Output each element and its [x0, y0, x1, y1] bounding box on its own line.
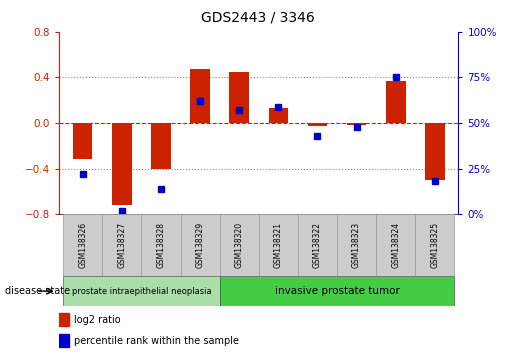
- Text: percentile rank within the sample: percentile rank within the sample: [74, 336, 238, 346]
- FancyBboxPatch shape: [142, 214, 181, 276]
- Text: GSM138322: GSM138322: [313, 222, 322, 268]
- Bar: [307, 123, 327, 126]
- FancyBboxPatch shape: [337, 214, 376, 276]
- FancyBboxPatch shape: [220, 276, 454, 306]
- Bar: [386, 81, 405, 123]
- Bar: [59, 335, 69, 347]
- Bar: [112, 123, 132, 205]
- Text: invasive prostate tumor: invasive prostate tumor: [274, 286, 400, 296]
- Text: GSM138323: GSM138323: [352, 222, 361, 268]
- Text: GDS2443 / 3346: GDS2443 / 3346: [201, 11, 314, 25]
- FancyBboxPatch shape: [376, 214, 415, 276]
- Text: GSM138321: GSM138321: [274, 222, 283, 268]
- FancyBboxPatch shape: [63, 214, 102, 276]
- Bar: [425, 123, 444, 180]
- Text: GSM138327: GSM138327: [117, 222, 126, 268]
- Bar: [230, 72, 249, 123]
- FancyBboxPatch shape: [259, 214, 298, 276]
- Text: GSM138326: GSM138326: [78, 222, 87, 268]
- Text: GSM138320: GSM138320: [235, 222, 244, 268]
- Text: disease state: disease state: [5, 286, 70, 296]
- Text: log2 ratio: log2 ratio: [74, 314, 120, 325]
- Bar: [191, 69, 210, 123]
- Bar: [59, 313, 69, 326]
- Bar: [73, 123, 93, 159]
- FancyBboxPatch shape: [63, 276, 220, 306]
- FancyBboxPatch shape: [181, 214, 220, 276]
- Text: GSM138324: GSM138324: [391, 222, 400, 268]
- Text: prostate intraepithelial neoplasia: prostate intraepithelial neoplasia: [72, 287, 211, 296]
- FancyBboxPatch shape: [298, 214, 337, 276]
- Text: GSM138325: GSM138325: [431, 222, 439, 268]
- Bar: [347, 123, 366, 125]
- Bar: [268, 108, 288, 123]
- Bar: [151, 123, 171, 169]
- FancyBboxPatch shape: [415, 214, 454, 276]
- Text: GSM138329: GSM138329: [196, 222, 204, 268]
- FancyBboxPatch shape: [220, 214, 259, 276]
- FancyBboxPatch shape: [102, 214, 142, 276]
- Text: GSM138328: GSM138328: [157, 222, 165, 268]
